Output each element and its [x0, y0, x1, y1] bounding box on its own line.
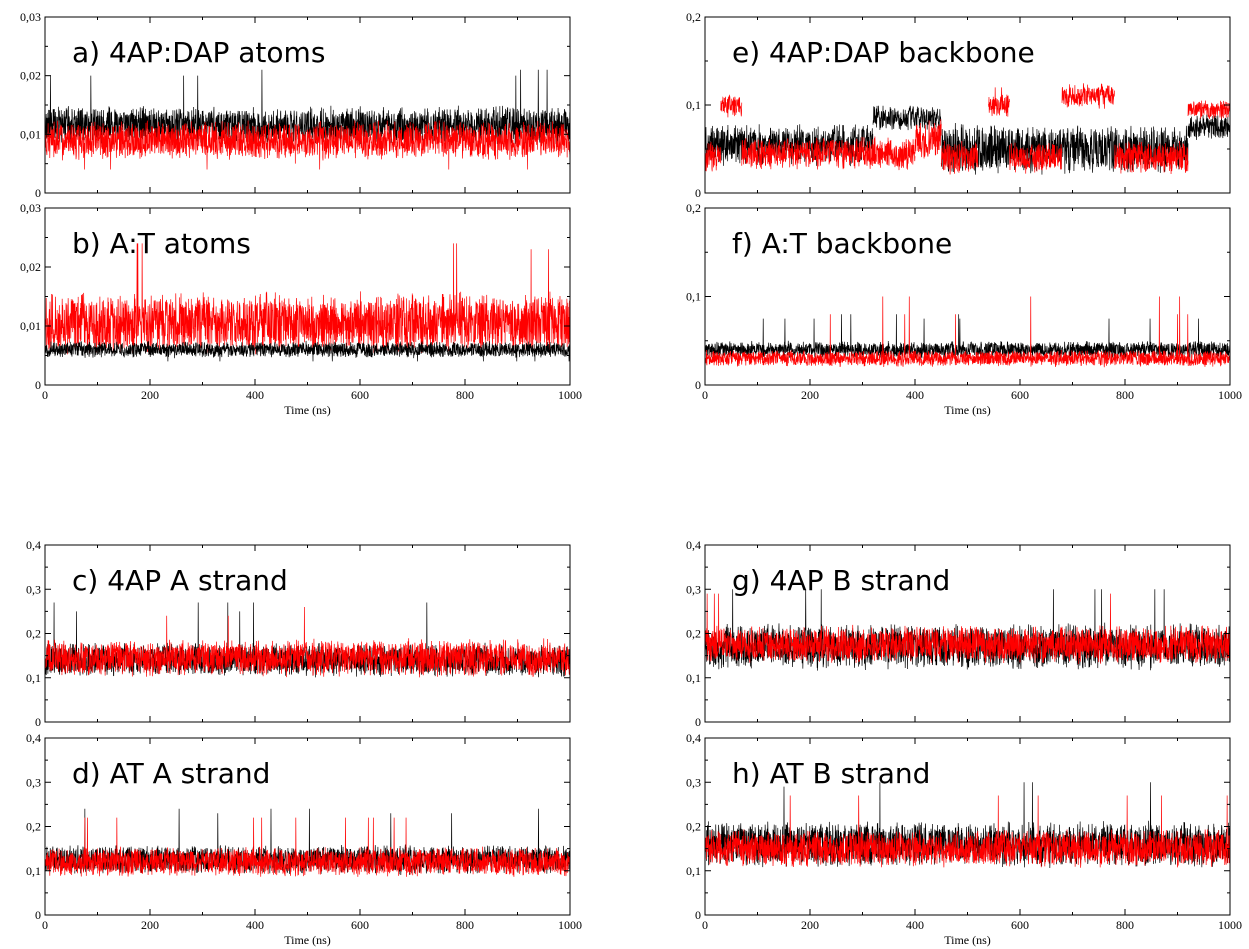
y-tick-label: 0 — [695, 186, 701, 200]
series-line-f-2 — [705, 296, 1230, 368]
y-tick-label: 0 — [35, 186, 41, 200]
series-line-f-1 — [705, 314, 1230, 359]
y-tick-label: 0,3 — [686, 775, 701, 789]
panel-h: 0 0,1 0,2 0,3 0,4 0 200 400 600 800 1000 Time (ns) h… — [686, 731, 1242, 947]
panel-c: 0 0,1 0,2 0,3 0,4 c) 4AP A strand — [26, 538, 571, 729]
x-axis-title: Time (ns) — [944, 933, 991, 947]
y-tick-label: 0,2 — [686, 10, 701, 24]
series-line-c-2 — [45, 606, 570, 678]
y-tick-label: 0,01 — [20, 127, 41, 141]
x-tick-label: 800 — [456, 388, 474, 402]
panel-f: 0 0,1 0,2 0 200 400 600 800 1000 Time (ns) f) A:T … — [686, 201, 1242, 417]
x-tick-label: 600 — [351, 918, 369, 932]
y-tick-label: 0,2 — [686, 820, 701, 834]
y-tick-label: 0,3 — [26, 775, 41, 789]
panel-b: 0 0,01 0,02 0,03 0 200 400 600 800 1000 Time (ns) b… — [20, 201, 582, 417]
x-tick-label: 0 — [42, 918, 48, 932]
panel-e: 0 0,1 0,2 e) 4AP:DAP backbone — [686, 10, 1231, 200]
panel-a: 0 0,01 0,02 0,03 a) 4AP:DAP atoms — [20, 10, 571, 200]
y-tick-label: 0,1 — [686, 864, 701, 878]
x-tick-label: 400 — [246, 388, 264, 402]
series-line-b-2 — [45, 340, 570, 362]
panel-title: a) 4AP:DAP atoms — [72, 36, 325, 69]
x-tick-label: 1000 — [1218, 918, 1242, 932]
panel-title: h) AT B strand — [732, 757, 930, 790]
y-tick-label: 0,4 — [26, 538, 41, 552]
y-tick-label: 0,3 — [686, 582, 701, 596]
x-axis-title: Time (ns) — [284, 933, 331, 947]
y-tick-label: 0,1 — [686, 98, 701, 112]
y-tick-label: 0,03 — [20, 201, 41, 215]
y-tick-label: 0,03 — [20, 10, 41, 24]
x-tick-label: 400 — [906, 918, 924, 932]
y-tick-label: 0,2 — [26, 820, 41, 834]
y-tick-label: 0,3 — [26, 582, 41, 596]
y-tick-label: 0 — [35, 908, 41, 922]
x-tick-label: 1000 — [558, 388, 582, 402]
panel-title: b) A:T atoms — [72, 227, 251, 260]
x-tick-label: 0 — [702, 388, 708, 402]
y-tick-label: 0,02 — [20, 260, 41, 274]
series-line-e-1 — [705, 105, 1230, 175]
series-line-e-2 — [705, 83, 1230, 175]
x-tick-label: 800 — [1116, 388, 1134, 402]
y-tick-label: 0,01 — [20, 319, 41, 333]
y-tick-label: 0,2 — [686, 201, 701, 215]
y-tick-label: 0 — [695, 908, 701, 922]
x-tick-label: 800 — [1116, 918, 1134, 932]
panel-title: g) 4AP B strand — [732, 564, 950, 597]
series-line-a-2 — [45, 120, 570, 170]
y-tick-label: 0,4 — [686, 538, 701, 552]
x-tick-label: 200 — [801, 918, 819, 932]
panel-g: 0 0,1 0,2 0,3 0,4 g) 4AP B strand — [686, 538, 1231, 729]
panel-d: 0 0,1 0,2 0,3 0,4 0 200 400 600 800 1000 Time (ns) d… — [26, 731, 582, 947]
x-tick-label: 400 — [246, 918, 264, 932]
x-tick-label: 600 — [1011, 918, 1029, 932]
y-tick-label: 0,1 — [686, 671, 701, 685]
x-axis-title: Time (ns) — [284, 403, 331, 417]
x-tick-label: 600 — [1011, 388, 1029, 402]
y-tick-label: 0,1 — [686, 290, 701, 304]
x-tick-label: 200 — [801, 388, 819, 402]
x-axis-title: Time (ns) — [944, 403, 991, 417]
x-tick-label: 1000 — [1218, 388, 1242, 402]
x-tick-label: 200 — [141, 388, 159, 402]
y-tick-label: 0,4 — [26, 731, 41, 745]
x-tick-label: 0 — [702, 918, 708, 932]
y-tick-label: 0,2 — [26, 627, 41, 641]
x-tick-label: 0 — [42, 388, 48, 402]
panel-title: d) AT A strand — [72, 757, 270, 790]
x-tick-label: 1000 — [558, 918, 582, 932]
panel-title: c) 4AP A strand — [72, 564, 288, 597]
x-tick-label: 400 — [906, 388, 924, 402]
y-tick-label: 0 — [695, 378, 701, 392]
y-tick-label: 0,1 — [26, 671, 41, 685]
y-tick-label: 0 — [695, 715, 701, 729]
y-tick-label: 0 — [35, 378, 41, 392]
y-tick-label: 0 — [35, 715, 41, 729]
series-line-d-2 — [45, 817, 570, 877]
y-tick-label: 0,4 — [686, 731, 701, 745]
y-tick-label: 0,2 — [686, 627, 701, 641]
panel-title: f) A:T backbone — [732, 227, 952, 260]
series-line-g-2 — [705, 593, 1230, 664]
x-tick-label: 200 — [141, 918, 159, 932]
y-tick-label: 0,1 — [26, 864, 41, 878]
series-line-h-2 — [705, 795, 1230, 868]
y-tick-label: 0,02 — [20, 69, 41, 83]
panel-title: e) 4AP:DAP backbone — [732, 36, 1035, 69]
x-tick-label: 800 — [456, 918, 474, 932]
x-tick-label: 600 — [351, 388, 369, 402]
